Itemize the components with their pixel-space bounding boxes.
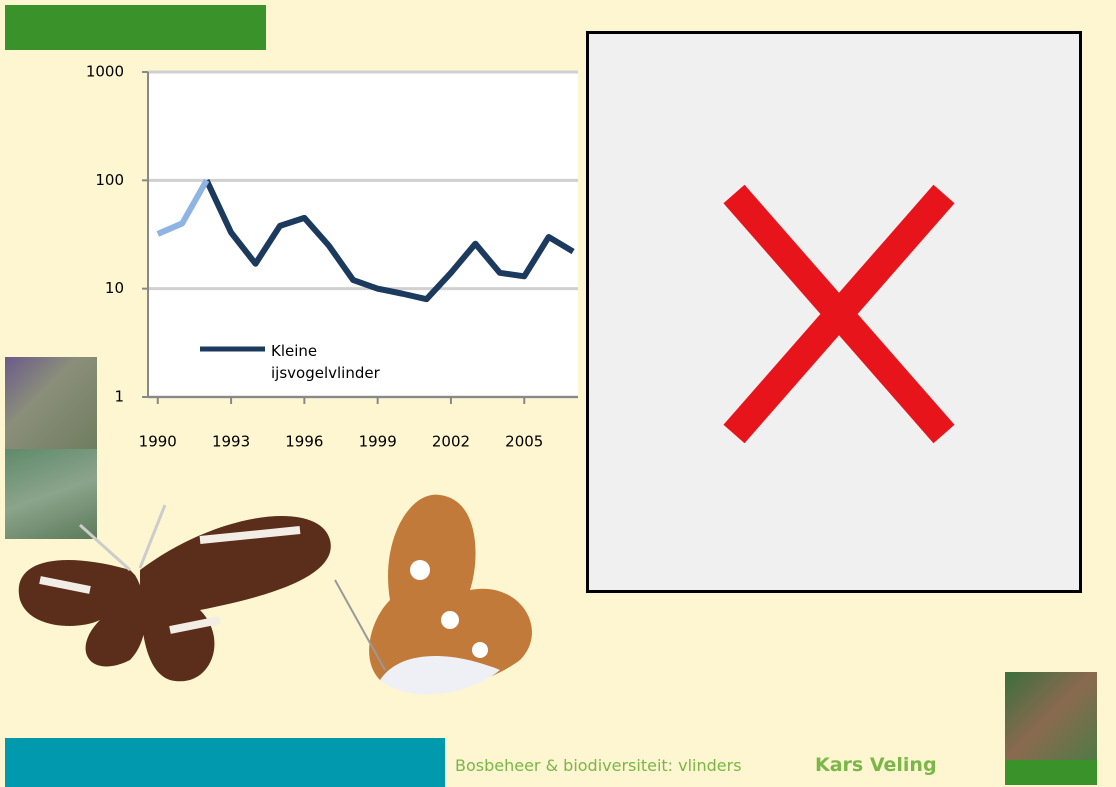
series-line <box>156 178 210 237</box>
y-tick-label: 10 <box>105 279 124 297</box>
photo <box>5 357 97 449</box>
x-tick-label: 1993 <box>212 433 250 451</box>
y-tick-label: 100 <box>95 171 124 189</box>
image-placeholder <box>586 31 1082 593</box>
butterflies <box>18 494 532 695</box>
footer-author: Kars Veling <box>815 754 937 776</box>
x-tick-label: 1999 <box>359 433 397 451</box>
footer-subject: Bosbeheer & biodiversiteit: vlinders <box>455 756 742 775</box>
x-tick-label: 1990 <box>139 433 177 451</box>
header-bar <box>5 5 266 50</box>
x-tick-label: 2002 <box>432 433 470 451</box>
x-tick-label: 1996 <box>285 433 323 451</box>
footer-bar <box>1005 760 1097 785</box>
photo <box>1005 672 1097 760</box>
y-tick-label: 1000 <box>86 63 124 81</box>
legend-label: Kleine ijsvogelvlinder <box>271 342 380 382</box>
series-line <box>203 179 575 303</box>
x-tick-label: 2005 <box>505 433 543 451</box>
y-tick-label: 1 <box>114 388 124 406</box>
footer-bar <box>5 738 445 787</box>
plot-area <box>148 72 578 397</box>
photo <box>5 449 97 539</box>
missing-image-icon <box>723 184 955 444</box>
